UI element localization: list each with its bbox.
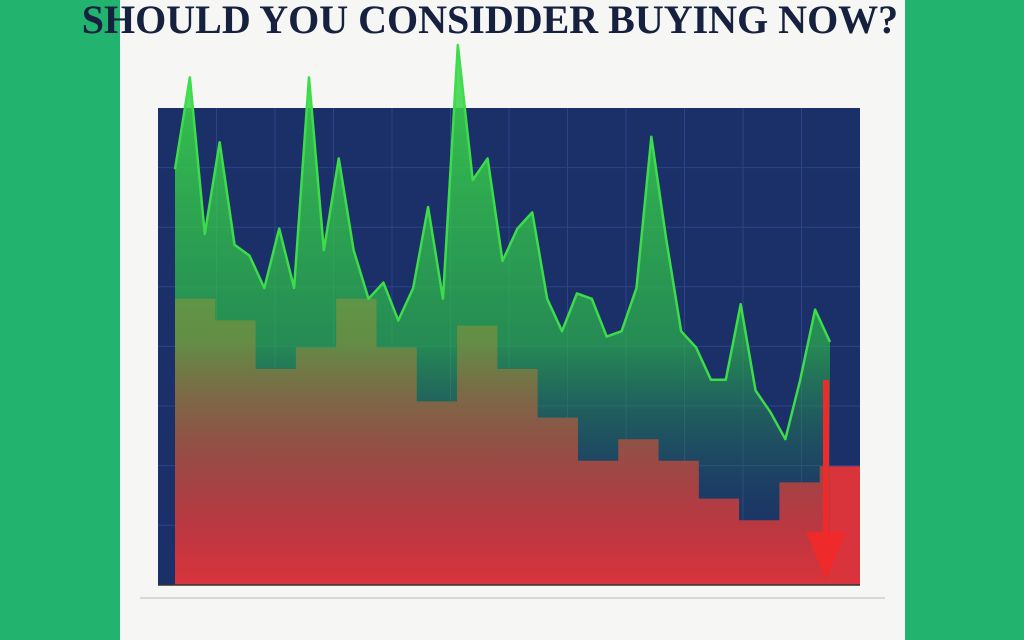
marks bbox=[173, 43, 860, 585]
green-area bbox=[175, 45, 830, 585]
green-line bbox=[173, 43, 832, 441]
chart-title: SHOULD YOU CONSIDDER BUYING NOW? bbox=[82, 0, 898, 42]
arrow-head bbox=[806, 532, 846, 580]
